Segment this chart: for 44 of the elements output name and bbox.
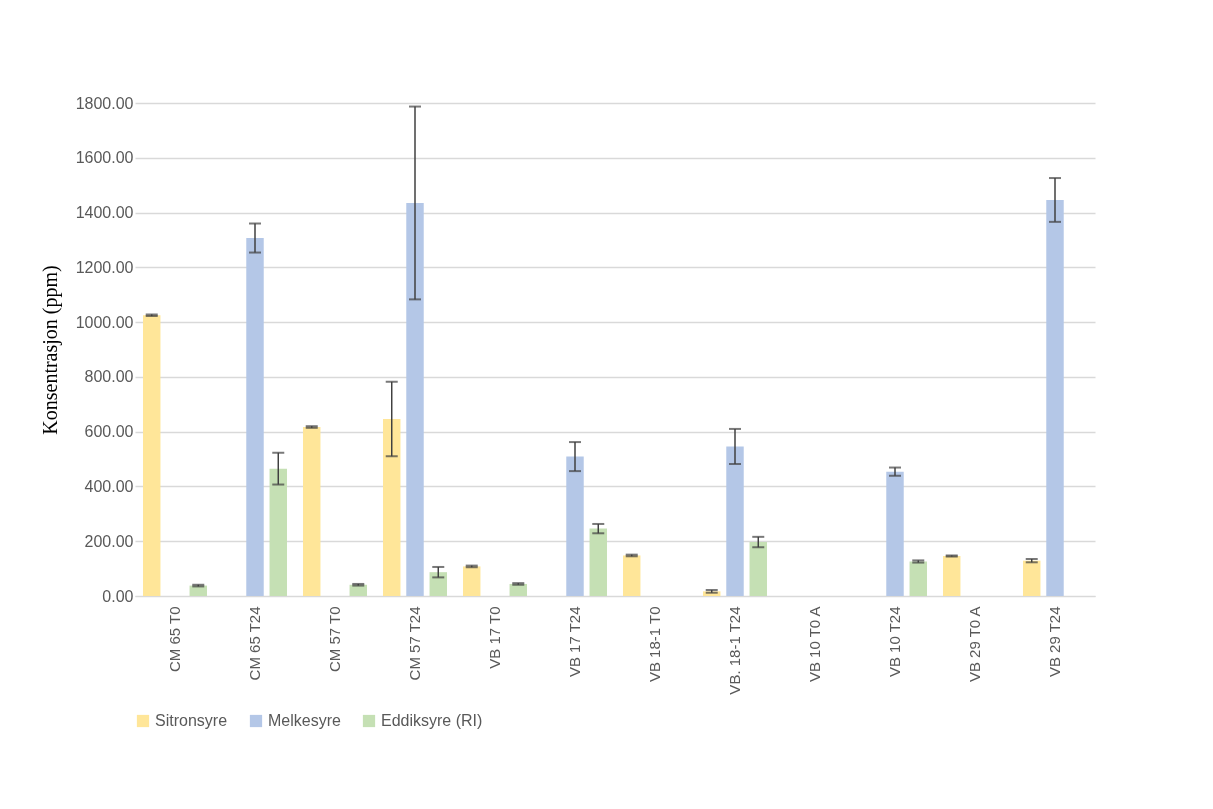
bar: [909, 561, 927, 596]
y-tick-label: 1800.00: [75, 94, 134, 112]
bar: [429, 572, 447, 596]
bar: [463, 566, 481, 596]
bar: [303, 427, 321, 596]
bar: [623, 555, 641, 596]
y-tick-label: 1600.00: [75, 149, 134, 167]
x-tick-label: VB. 18-1 T24: [726, 606, 743, 695]
y-tick-label: 200.00: [84, 532, 134, 550]
bar: [189, 585, 207, 596]
x-tick-label: VB 29 T24: [1046, 606, 1063, 678]
y-tick-label: 1000.00: [75, 313, 134, 331]
legend-label: Sitronsyre: [155, 712, 228, 729]
x-tick-label: VB 18-1 T0: [646, 606, 663, 683]
x-tick-label: CM 65 T0: [166, 606, 183, 673]
x-tick-label: VB 17 T0: [486, 606, 503, 669]
bar: [246, 238, 264, 596]
bar: [726, 446, 744, 596]
bar: [943, 556, 961, 596]
y-tick-label: 0.00: [102, 587, 134, 605]
bar: [406, 202, 424, 596]
x-tick-label: VB 17 T24: [566, 606, 583, 678]
x-tick-label: VB 10 T0 A: [806, 606, 823, 683]
legend-label: Melkesyre: [268, 712, 342, 729]
y-tick-label: 1400.00: [75, 204, 134, 222]
bar: [1023, 560, 1041, 596]
bar: [1046, 199, 1064, 596]
y-tick-label: 600.00: [84, 423, 134, 441]
bar: [143, 315, 161, 596]
y-axis-title: Konsentrasjon (ppm): [38, 265, 62, 435]
x-tick-label: VB 29 T0 A: [966, 606, 983, 683]
x-tick-label: CM 65 T24: [246, 606, 263, 681]
bar: [269, 468, 287, 596]
y-tick-label: 400.00: [84, 477, 134, 495]
x-tick-label: CM 57 T0: [326, 606, 343, 673]
bar: [589, 528, 607, 596]
bar: [383, 419, 401, 596]
y-tick-label: 1200.00: [75, 258, 134, 276]
bar: [749, 542, 767, 596]
x-tick-label: CM 57 T24: [406, 606, 423, 681]
bar: [566, 456, 584, 596]
y-tick-label: 800.00: [84, 368, 134, 386]
legend-label: Eddiksyre (RI): [381, 712, 483, 729]
x-tick-label: VB 10 T24: [886, 606, 903, 678]
